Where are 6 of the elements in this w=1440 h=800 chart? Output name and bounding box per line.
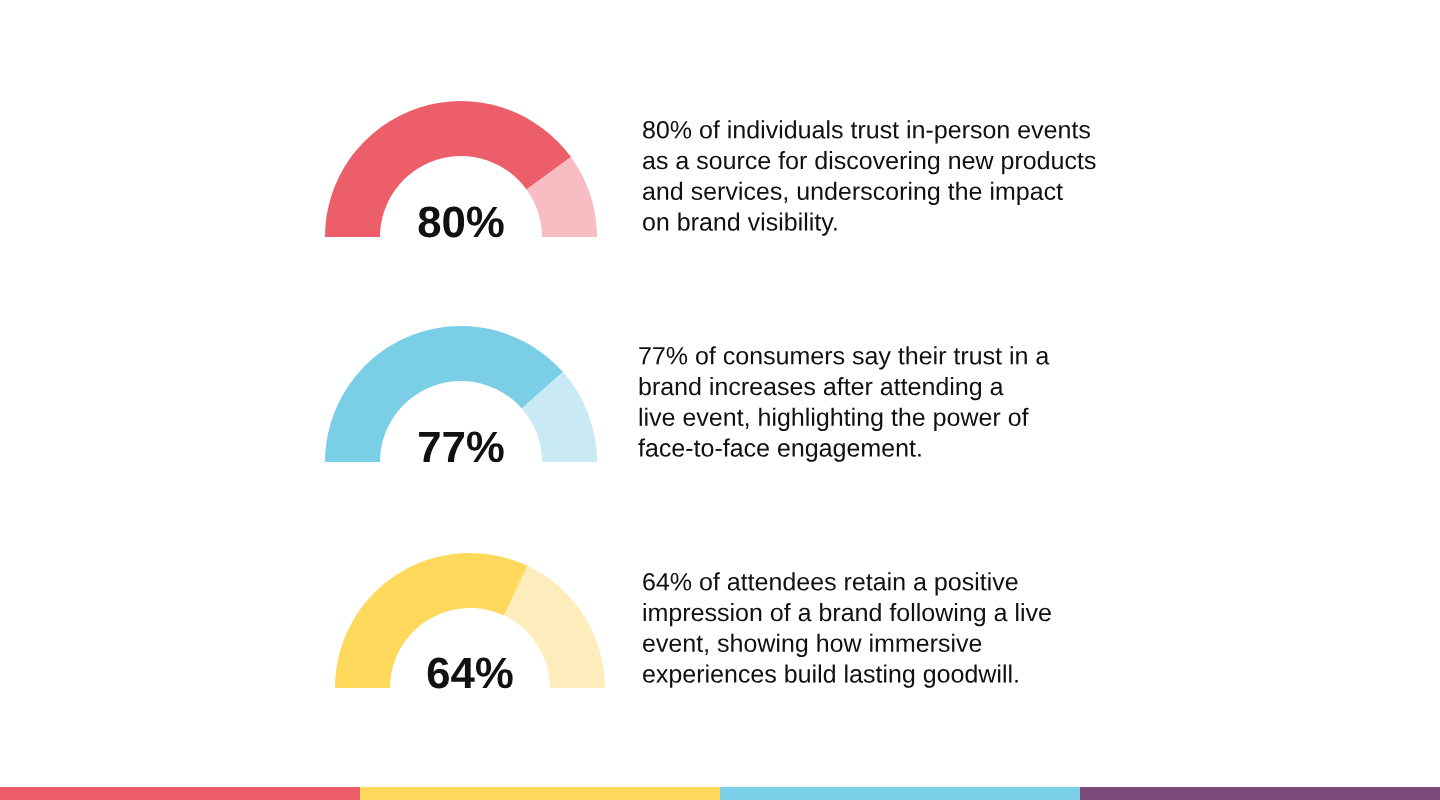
text: 77% of consumers say their trust in a brand increases after attending a live event, highlighting the power of face-to-face engagement. — [638, 346, 1050, 462]
text: 64% of attendees retain a positive impression of a brand following a live event, showing how immersive experiences build lasting goodwill. — [643, 572, 1051, 688]
data-label: 80% — [418, 206, 504, 238]
data-label: 64% — [427, 657, 513, 689]
data-label: 77% — [419, 431, 504, 463]
text: 80% of individuals trust in-person events as a source for discovering new products and services, underscoring the impact on brand visibility. — [643, 120, 1096, 236]
